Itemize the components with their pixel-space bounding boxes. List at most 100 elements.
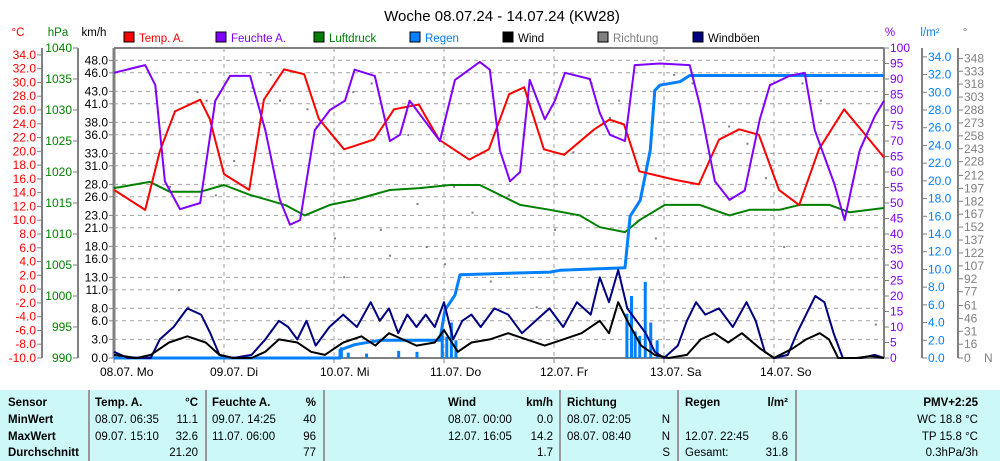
temp-unit: °C [185,397,198,409]
pressure-tick-label: 1000 [45,289,72,303]
temp-tick-label: 16.0 [13,172,37,186]
direction-tick-label: 92 [964,272,978,286]
direction-dot [444,263,446,266]
wind-tick-label: 16.0 [85,252,109,266]
wind-max-time: 12.07. 16:05 [448,431,512,443]
temp-tick-label: 20.0 [13,144,37,158]
grid: 08.07. Mo 09.07. Di 10.07. Mi 11.07. Do 12.0… [100,48,884,379]
wind-axis-unit: km/h [82,27,107,39]
series-feuchte-a [113,60,885,226]
direction-tick-label: 0 [964,351,971,365]
rain-tick-label: 24.0 [928,138,952,152]
legend-label: Wind [518,33,544,45]
direction-dot [370,82,373,85]
wind-avg: 1.7 [537,447,553,459]
dir-max: N [661,431,670,443]
direction-tick-label: 228 [964,155,984,169]
direction-dot [609,116,611,119]
wind-max: 14.2 [530,431,553,443]
wind-unit: km/h [526,397,553,409]
humidity-tick-label: 55 [890,181,904,195]
rain-tick-label: 18.0 [928,192,952,206]
rain-bar [346,352,350,358]
direction-dot [764,177,767,180]
pressure-trend: 0.3hPa/3h [925,447,978,459]
wind-tick-label: 46.0 [85,66,109,80]
series-luftdruck [113,180,885,234]
wind-tick-label: 0.0 [91,351,108,365]
dir-min: N [661,414,670,426]
wind-tick-label: 36.0 [85,128,109,142]
rain-bar [365,353,369,358]
direction-dot [389,254,391,257]
separator [559,390,561,461]
wind-tick-label: 48.0 [85,53,109,67]
direction-dot [471,211,474,214]
rain-total: 31.8 [765,447,788,459]
temp-tick-label: 24.0 [13,117,37,131]
temp-axis-unit: °C [12,27,25,39]
pmv-value: PMV+2:25 [923,397,978,409]
wind-tick-label: 23.0 [85,208,109,222]
pressure-tick-label: 1010 [45,227,72,241]
separator [323,390,325,461]
temp-max-time: 09.07. 15:10 [95,431,159,443]
direction-dot [489,280,492,283]
dir-max-time: 08.07. 08:40 [567,431,631,443]
direction-dot [508,194,511,197]
legend-swatch [409,31,421,43]
pressure-tick-label: 1005 [45,258,72,272]
direction-tick-label: 137 [964,233,984,247]
direction-dot [343,276,346,279]
humidity-tick-label: 85 [890,88,904,102]
direction-dot [416,203,419,205]
humidity-tick-label: 95 [890,57,904,71]
direction-tick-label: 46 [964,311,978,325]
rain-tick-label: 14.0 [928,227,952,241]
humidity-tick-label: 40 [890,227,904,241]
rain-max: 8.6 [772,431,788,443]
rain-axis-unit: l/m² [920,27,939,39]
rain-tick-label: 22.0 [928,156,952,170]
direction-dot [819,99,822,102]
humidity-tick-label: 80 [890,103,904,117]
direction-dot [169,185,171,188]
x-tick-label: 12.07. Fr [540,365,588,379]
direction-dot [178,289,181,292]
direction-dot [618,99,621,102]
wind-tick-label: 13.0 [85,270,109,284]
wind-tick-label: 6.0 [91,314,108,328]
wind-header: Wind [448,397,476,409]
wind-tick-label: 21.0 [85,221,109,235]
temp-tick-label: -4.0 [15,310,36,324]
wind-tick-label: 3.0 [91,332,108,346]
direction-tick-label: 243 [964,142,984,156]
direction-tick-label: 152 [964,220,984,234]
rain-max-time: 12.07. 22:45 [685,431,749,443]
rain-bar [649,322,653,358]
rain-tick-label: 12.0 [928,245,952,259]
wind-tick-label: 43.0 [85,84,109,98]
temp-avg: 21.20 [169,447,198,459]
pressure-tick-label: 1035 [45,72,72,86]
temp-tick-label: 32.0 [13,62,37,76]
humidity-tick-label: 5 [890,336,897,350]
direction-dot [728,125,731,128]
pressure-tick-label: 1015 [45,196,72,210]
temp-min-time: 08.07. 06:35 [95,414,159,426]
direction-dot [306,108,309,111]
direction-tick-label: 122 [964,246,984,260]
humidity-tick-label: 75 [890,119,904,133]
rain-tick-label: 32.0 [928,68,952,82]
direction-tick-label: 348 [964,51,984,65]
temp-tick-label: -2.0 [15,296,36,310]
separator [677,390,679,461]
legend-label: Regen [425,33,459,45]
rain-tick-label: 6.0 [928,298,945,312]
wind-tick-label: 28.0 [85,177,109,191]
x-tick-label: 14.07. So [760,365,812,379]
min-label: MinWert [8,414,54,426]
chart-title: Woche 08.07.24 - 14.07.24 (KW28) [384,8,620,25]
direction-tick-label: 273 [964,116,984,130]
dir-header: Richtung [567,397,617,409]
